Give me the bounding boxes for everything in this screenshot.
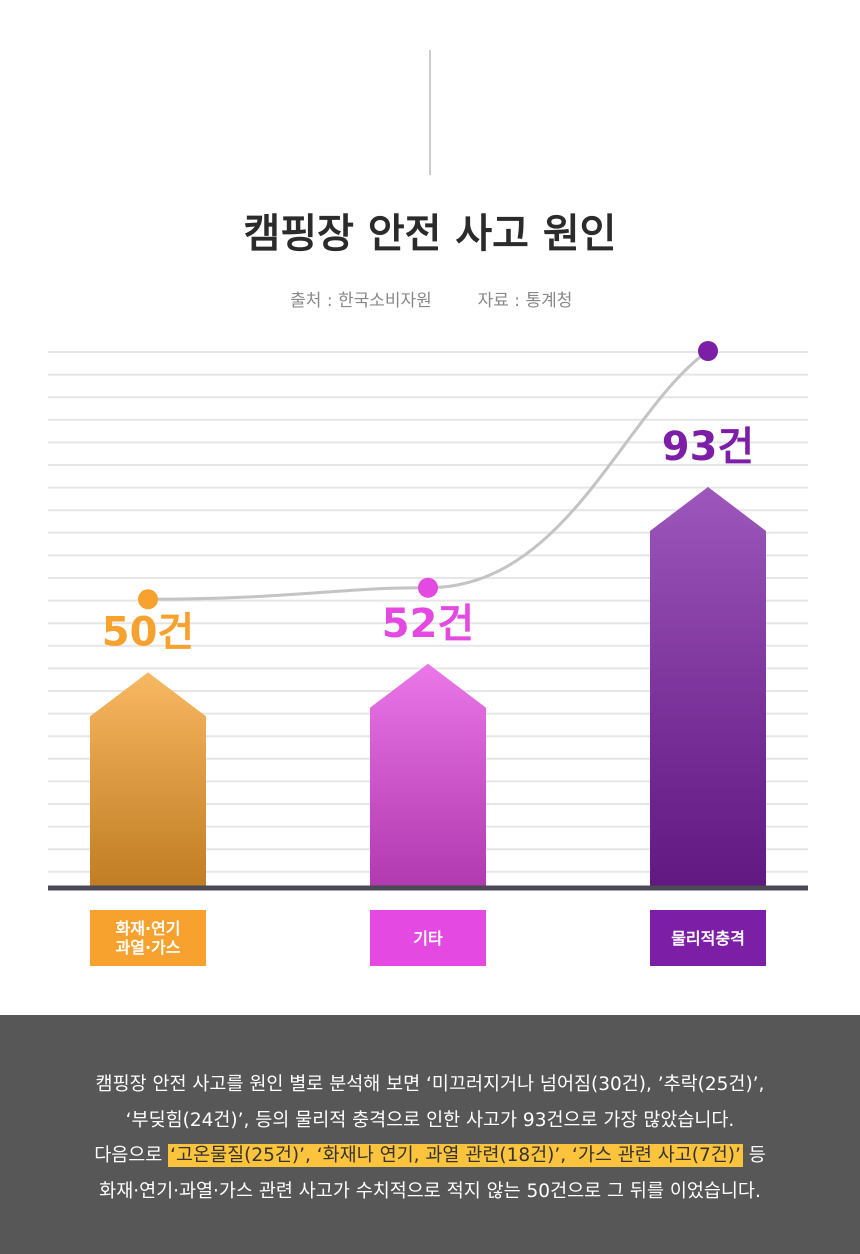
note-line: 다음으로 ‘고온물질(25건)’, ‘화재나 연기, 과열 관련(18건)’, … — [0, 1138, 860, 1174]
chart: 캠핑장 안전 사고 원인 출처 : 한국소비자원 자료 : 통계청 50건 52건… — [48, 50, 808, 891]
note-line: 캠핑장 안전 사고를 원인 별로 분석해 보면 ‘미끄러지거나 넘어짐(30건)… — [0, 1067, 860, 1103]
note-text: 화재·연기·과열·가스 관련 사고가 수치적으로 적지 않는 50건으로 그 뒤… — [99, 1180, 761, 1202]
category-label: 기타 — [370, 910, 486, 966]
category-label: 화재·연기 과열·가스 — [90, 910, 206, 966]
source: 출처 : 한국소비자원 — [290, 291, 432, 311]
note-text: 등 — [742, 1145, 766, 1166]
bar-shade — [650, 487, 766, 888]
note-highlight: ‘고온물질(25건)’, ‘화재나 연기, 과열 관련(18건)’, ‘가스 관… — [168, 1144, 743, 1167]
trend-dot — [138, 589, 158, 610]
value-label: 52건 — [382, 601, 474, 647]
note-text: 다음으로 — [94, 1145, 169, 1166]
note-text: 캠핑장 안전 사고를 원인 별로 분석해 보면 ‘미끄러지거나 넘어짐(30건)… — [95, 1074, 765, 1095]
bar-shade — [90, 672, 206, 888]
note-text: ‘부딪힘(24건)’, 등의 물리적 충격으로 인한 사고가 93건으로 가장 … — [125, 1109, 735, 1131]
trend-line — [147, 349, 709, 601]
note-box: 캠핑장 안전 사고를 원인 별로 분석해 보면 ‘미끄러지거나 넘어짐(30건)… — [0, 1015, 860, 1254]
trend-dot — [698, 341, 718, 361]
value-label: 50건 — [102, 609, 194, 655]
trend-dot — [418, 577, 438, 598]
data-source: 자료 : 통계청 — [478, 291, 573, 311]
note-line: ‘부딪힘(24건)’, 등의 물리적 충격으로 인한 사고가 93건으로 가장 … — [0, 1103, 860, 1139]
category-label: 물리적충격 — [650, 910, 766, 966]
value-label: 93건 — [662, 424, 754, 470]
bar-shade — [370, 663, 486, 888]
chart-title: 캠핑장 안전 사고 원인 — [244, 211, 617, 257]
note-line: 화재·연기·과열·가스 관련 사고가 수치적으로 적지 않는 50건으로 그 뒤… — [0, 1174, 860, 1210]
